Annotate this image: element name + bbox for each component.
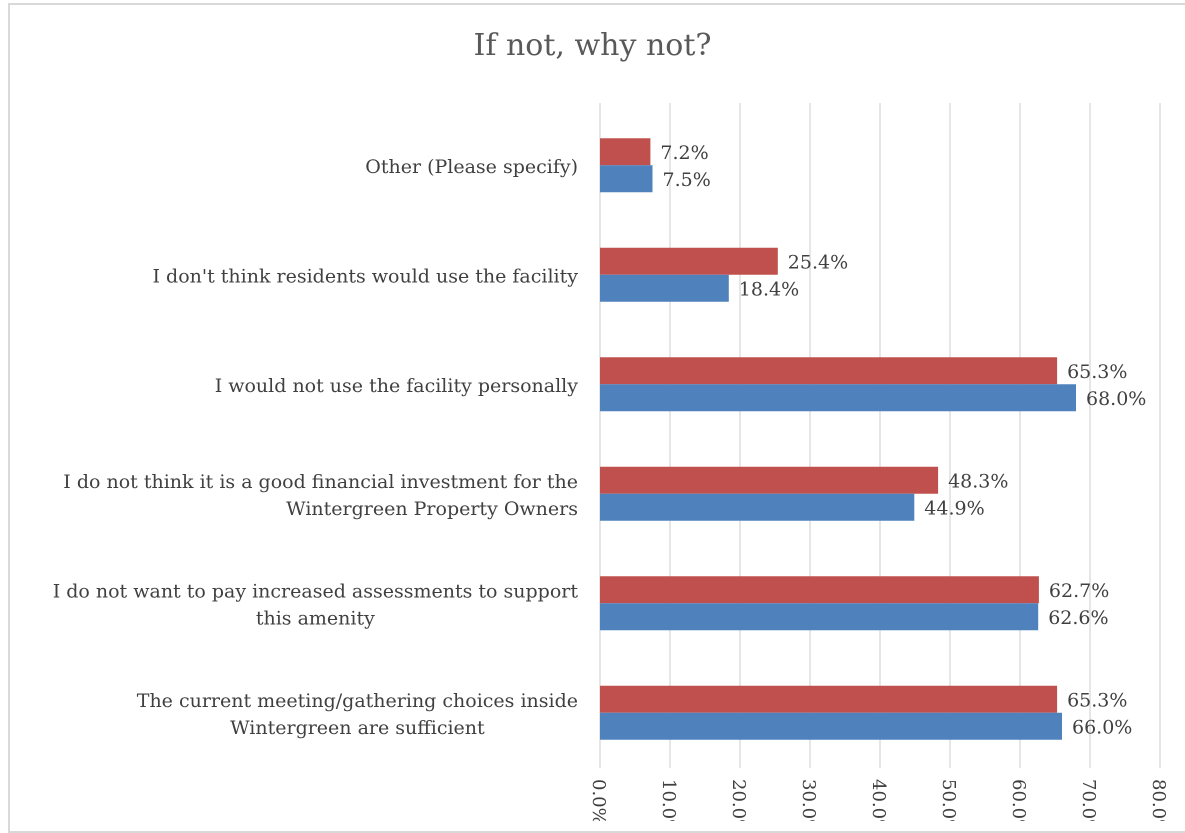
chart-title: If not, why not? (473, 28, 712, 63)
x-tick-label: 40.0% (868, 779, 889, 821)
data-label: 62.7% (1049, 580, 1109, 602)
data-label: 68.0% (1086, 388, 1146, 410)
bar (600, 274, 729, 302)
x-tick-label: 10.0% (658, 779, 679, 821)
category-label: I do not think it is a good financial in… (63, 471, 578, 493)
category-label: this amenity (256, 607, 375, 629)
data-label: 66.0% (1072, 716, 1132, 738)
bar (600, 165, 653, 193)
bar (600, 603, 1039, 631)
x-tick-label: 50.0% (938, 779, 959, 821)
bar (600, 576, 1039, 604)
category-label: I would not use the facility personally (215, 375, 579, 397)
category-label: I do not want to pay increased assessmen… (53, 580, 579, 602)
data-label: 44.9% (924, 497, 984, 519)
x-tick-label: 70.0% (1078, 779, 1099, 821)
category-label: The current meeting/gathering choices in… (137, 690, 578, 712)
x-tick-label: 60.0% (1008, 779, 1029, 821)
category-label: Wintergreen are sufficient (230, 717, 485, 739)
data-label: 65.3% (1067, 689, 1127, 711)
category-label: Wintergreen Property Owners (286, 498, 578, 520)
bar (600, 685, 1058, 713)
data-label: 7.5% (663, 169, 711, 191)
data-label: 18.4% (739, 278, 799, 300)
bar (600, 466, 939, 494)
data-label: 48.3% (948, 470, 1008, 492)
bar (600, 357, 1058, 385)
category-label: I don't think residents would use the fa… (153, 265, 579, 287)
x-tick-label: 0.0% (588, 779, 609, 821)
x-tick-label: 80.0% (1148, 779, 1169, 821)
data-label: 62.6% (1048, 607, 1108, 629)
data-label: 7.2% (660, 142, 708, 164)
data-label: 25.4% (788, 251, 848, 273)
bar (600, 138, 651, 166)
x-tick-label: 30.0% (798, 779, 819, 821)
bar (600, 384, 1076, 412)
x-tick-label: 20.0% (728, 779, 749, 821)
data-label: 65.3% (1067, 361, 1127, 383)
category-label: Other (Please specify) (365, 156, 578, 178)
bar (600, 247, 778, 275)
bar (600, 712, 1062, 740)
bar (600, 493, 915, 521)
